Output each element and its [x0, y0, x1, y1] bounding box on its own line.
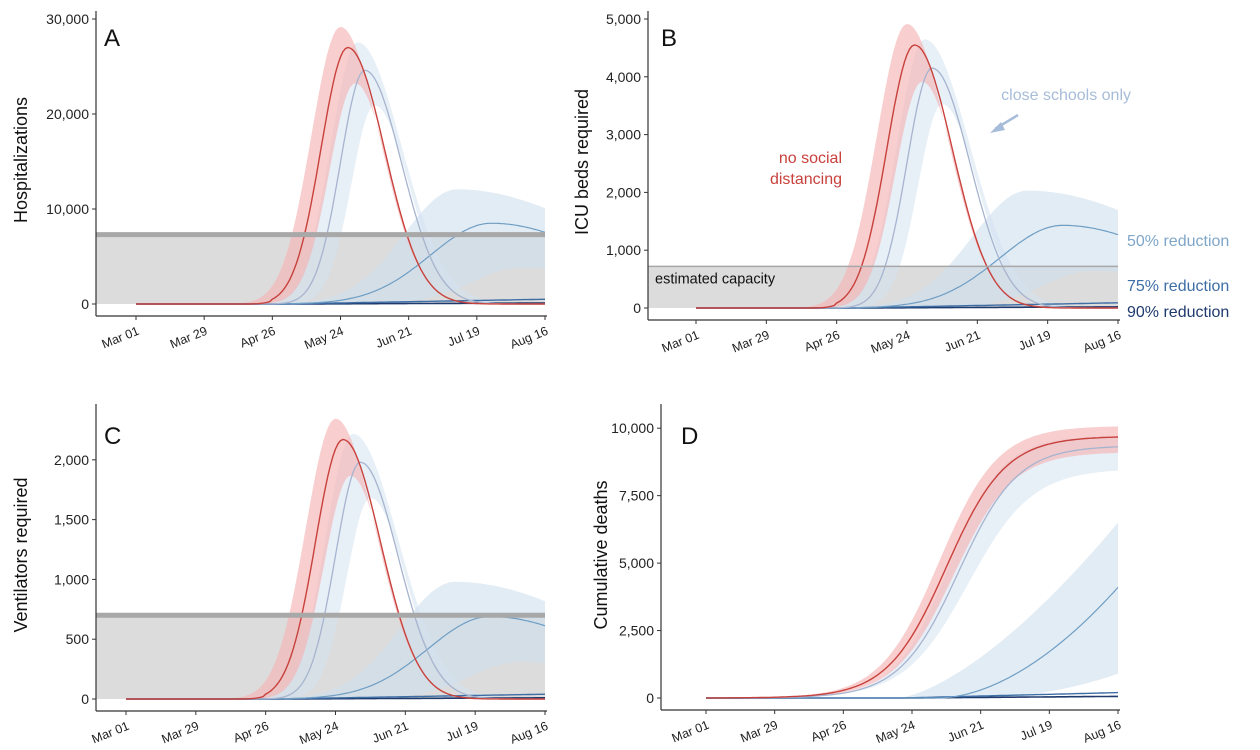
band-no-social-distancing — [126, 418, 545, 699]
x-tick-label: Apr 26 — [231, 719, 270, 746]
annotation-estimated-capacity: estimated capacity — [655, 271, 776, 287]
y-tick-label: 0 — [81, 691, 89, 707]
panel-a-hospitalizations: 0 10,000 20,000 30,000 Mar 01 Mar 29 Apr 26 May… — [11, 11, 550, 352]
band-close-schools — [706, 436, 1118, 698]
panel-b-icu-beds: 0 1,000 2,000 3,000 4,000 5,000 Mar 01 Mar 29 Ap… — [572, 11, 1123, 356]
annotation-50-reduction: 50% reduction — [1127, 233, 1229, 250]
y-tick-label: 2,500 — [619, 623, 654, 639]
annotation-no-social-distancing-line-2: distancing — [770, 171, 842, 188]
x-tick-label: Mar 29 — [730, 328, 771, 356]
x-tick-label: May 24 — [302, 324, 345, 352]
band-close-schools — [126, 433, 545, 699]
x-tick-label: Aug 16 — [508, 719, 550, 747]
x-tick-label: May 24 — [874, 718, 917, 746]
y-tick-label: 2,000 — [54, 452, 89, 468]
band-close-schools — [696, 39, 1118, 309]
x-tick-label: Jul 19 — [1017, 328, 1053, 353]
y-tick-label: 0 — [646, 690, 654, 706]
x-tick-label: Jun 21 — [946, 718, 986, 745]
x-tick-label: Jul 19 — [1018, 718, 1054, 743]
line-no-social-distancing — [696, 44, 1118, 309]
arrow-icon — [990, 113, 1019, 133]
x-tick-label: May 24 — [869, 328, 912, 356]
y-tick-label: 2,000 — [606, 184, 641, 200]
x-tick-label: Mar 01 — [100, 324, 141, 352]
y-tick-label: 5,000 — [619, 555, 654, 571]
y-tick-label: 500 — [66, 631, 90, 647]
y-tick-label: 5,000 — [606, 11, 641, 27]
panel-letter: D — [681, 423, 698, 450]
panel-d-cumulative-deaths: 0 2,500 5,000 7,500 10,000 Mar 01 Mar 29 Apr 26… — [591, 404, 1123, 746]
band-no-social-distancing — [696, 24, 1118, 308]
x-tick-label: Jun 21 — [942, 328, 982, 355]
band-no-social-distancing — [136, 27, 545, 304]
x-tick-label: Aug 16 — [1081, 718, 1123, 746]
panel-letter: B — [661, 25, 677, 52]
x-tick-label: Mar 01 — [670, 718, 711, 746]
band-no-social-distancing — [706, 426, 1118, 698]
y-tick-label: 30,000 — [46, 11, 89, 27]
x-tick-label: Mar 29 — [738, 718, 779, 746]
y-axis-label: Cumulative deaths — [591, 480, 611, 629]
band-50-reduction — [706, 522, 1118, 698]
y-tick-label: 1,000 — [54, 571, 89, 587]
x-tick-label: Mar 01 — [90, 719, 131, 747]
panel-c-ventilators: 0 500 1,000 1,500 2,000 Mar 01 Mar 29 Apr 26 May… — [11, 404, 550, 747]
x-tick-label: Jun 21 — [374, 324, 414, 351]
x-tick-label: Apr 26 — [809, 718, 848, 745]
line-no-social-distancing — [706, 436, 1119, 699]
x-tick-label: Apr 26 — [238, 324, 277, 351]
x-tick-label: Jun 21 — [370, 719, 410, 746]
y-tick-label: 3,000 — [606, 127, 641, 143]
y-tick-label: 0 — [633, 300, 641, 316]
y-tick-label: 0 — [81, 296, 89, 312]
annotation-90-reduction: 90% reduction — [1127, 304, 1229, 321]
y-axis-label: ICU beds required — [572, 89, 592, 235]
line-no-social-distancing — [126, 438, 545, 700]
x-tick-label: Mar 29 — [168, 324, 209, 352]
y-tick-label: 20,000 — [46, 106, 89, 122]
x-tick-label: Jul 19 — [446, 324, 482, 349]
band-close-schools — [136, 42, 545, 305]
x-tick-label: Aug 16 — [1081, 328, 1123, 356]
line-no-social-distancing — [136, 46, 545, 305]
annotation-75-reduction: 75% reduction — [1127, 278, 1229, 295]
y-tick-label: 10,000 — [611, 420, 654, 436]
y-axis-label: Hospitalizations — [11, 97, 31, 223]
panel-letter: A — [104, 25, 120, 52]
x-tick-label: Mar 01 — [660, 328, 701, 356]
x-tick-label: May 24 — [297, 719, 340, 747]
y-tick-label: 1,000 — [606, 242, 641, 258]
x-tick-label: Jul 19 — [444, 719, 480, 744]
y-tick-label: 1,500 — [54, 512, 89, 528]
annotation-close-schools-only: close schools only — [1001, 87, 1131, 104]
panel-letter: C — [104, 423, 121, 450]
y-axis-label: Ventilators required — [11, 477, 31, 632]
y-tick-label: 7,500 — [619, 488, 654, 504]
x-tick-label: Mar 29 — [160, 719, 201, 747]
y-tick-label: 4,000 — [606, 69, 641, 85]
annotation-no-social-distancing-line-1: no social — [779, 150, 842, 167]
x-tick-label: Aug 16 — [508, 324, 550, 352]
x-tick-label: Apr 26 — [802, 328, 841, 355]
y-tick-label: 10,000 — [46, 201, 89, 217]
